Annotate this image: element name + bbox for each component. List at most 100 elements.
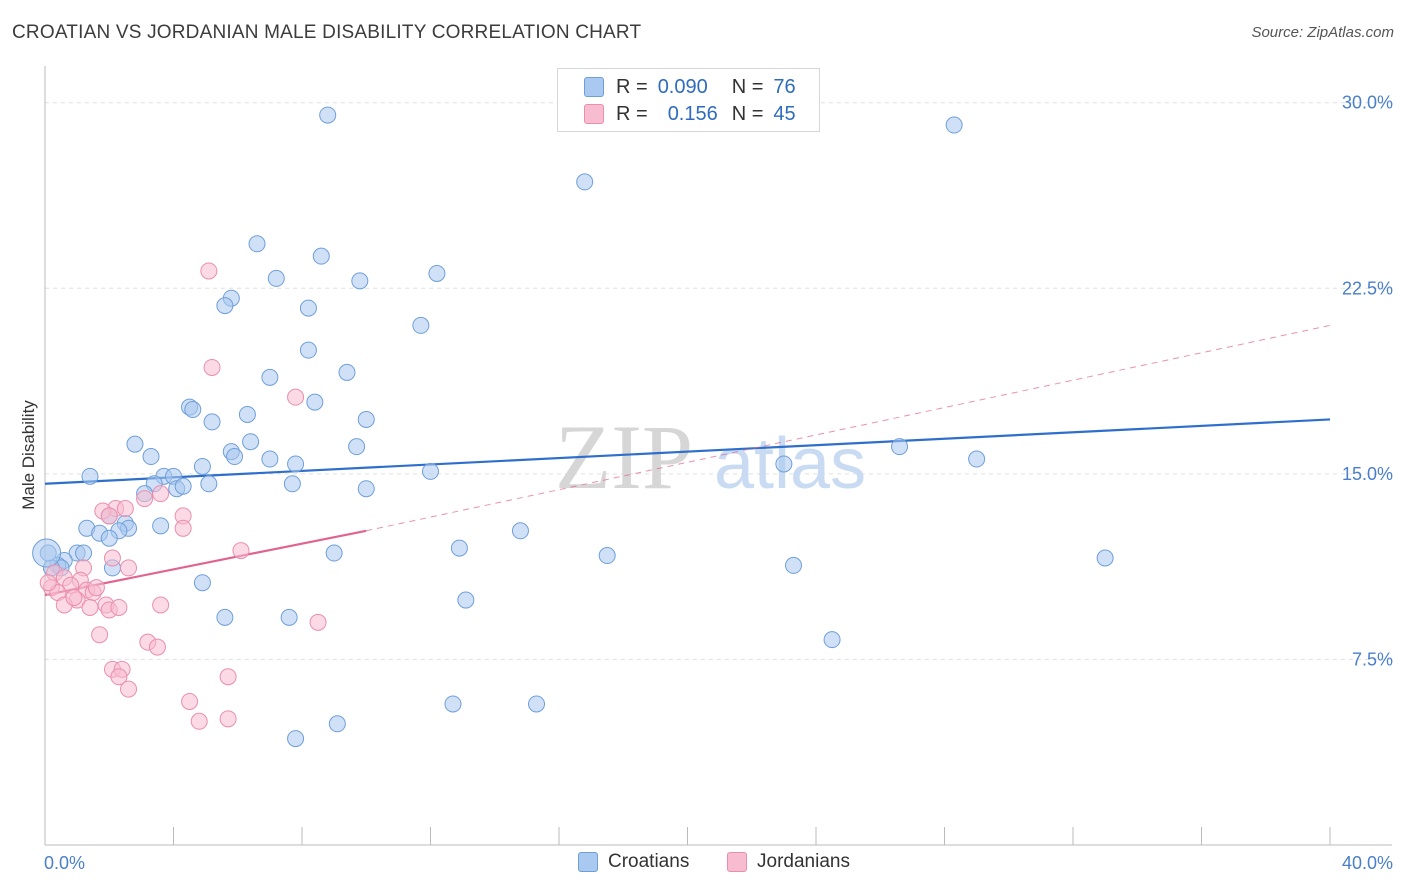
legend-n-value: 45 xyxy=(773,102,796,125)
croatian-point xyxy=(312,247,330,265)
croatian-point xyxy=(422,462,439,480)
legend-n-label: N = xyxy=(731,102,764,125)
croatian-point xyxy=(444,695,462,713)
croatian-point xyxy=(823,631,841,649)
blue-swatch-icon xyxy=(578,852,598,872)
croatian-point xyxy=(174,477,192,495)
croatian-point xyxy=(142,448,160,466)
source-label: Source: ZipAtlas.com xyxy=(1251,24,1394,41)
x-tick-label: 40.0% xyxy=(1342,853,1393,873)
jordanian-point xyxy=(100,507,118,525)
jordanian-point xyxy=(91,626,109,644)
croatian-point xyxy=(126,435,144,453)
croatian-point xyxy=(348,438,366,456)
legend-n-value: 76 xyxy=(773,75,796,98)
croatian-point xyxy=(412,316,430,334)
chart-title: CROATIAN VS JORDANIAN MALE DISABILITY CO… xyxy=(12,22,642,43)
jordanian-point xyxy=(148,638,166,656)
correlation-legend: R = 0.090 N = 76 R = 0.156 N = 45 xyxy=(557,68,820,132)
croatian-point xyxy=(267,269,285,287)
jordanian-point xyxy=(287,388,305,406)
jordanian-point xyxy=(152,596,170,614)
croatian-point xyxy=(325,544,343,562)
jordanian-point xyxy=(219,668,237,686)
blue-swatch-icon xyxy=(584,77,604,97)
jordanian-point xyxy=(116,500,134,518)
croatian-point xyxy=(193,574,211,592)
legend-r-value: 0.156 xyxy=(667,102,718,125)
croatian-point xyxy=(193,457,211,475)
jordanian-point xyxy=(39,574,57,592)
croatian-point xyxy=(299,299,317,317)
pink-swatch-icon xyxy=(584,104,604,124)
croatians-trend-line xyxy=(44,418,1331,485)
jordanians-points xyxy=(39,262,327,730)
bottom-legend-croatians: Croatians xyxy=(578,851,689,873)
jordanian-point xyxy=(65,589,83,607)
croatian-point xyxy=(968,450,986,468)
legend-r-value: 0.090 xyxy=(657,75,708,98)
jordanian-point xyxy=(87,579,105,597)
y-tick-label: 22.5% xyxy=(1342,278,1393,298)
croatian-point xyxy=(261,450,279,468)
croatian-point xyxy=(511,522,529,540)
croatian-point xyxy=(248,235,266,253)
jordanian-point xyxy=(136,490,154,508)
jordanian-point xyxy=(190,712,208,730)
croatian-point xyxy=(319,106,337,124)
jordanian-point xyxy=(81,598,99,616)
croatian-point xyxy=(287,455,305,473)
jordanian-point xyxy=(110,598,128,616)
croatian-point xyxy=(598,547,616,565)
legend-row-croatians: R = 0.090 N = 76 xyxy=(584,74,796,100)
croatian-point xyxy=(287,730,305,748)
croatian-point xyxy=(351,272,369,290)
croatian-point xyxy=(357,410,375,428)
jordanian-point xyxy=(120,680,138,698)
gridlines xyxy=(45,102,1392,660)
y-tick-label: 15.0% xyxy=(1342,464,1393,484)
bottom-legend-jordanians: Jordanians xyxy=(727,851,850,873)
legend-n-label: N = xyxy=(731,75,764,98)
croatian-point xyxy=(280,608,298,626)
croatian-point xyxy=(945,116,963,134)
legend-row-jordanians: R = 0.156 N = 45 xyxy=(584,101,796,127)
jordanian-point xyxy=(309,613,327,631)
croatian-point xyxy=(428,264,446,282)
axes xyxy=(44,66,1392,846)
croatian-point xyxy=(81,467,99,485)
croatian-point xyxy=(338,363,356,381)
jordanian-point xyxy=(232,542,250,560)
bottom-legend-croatians-label: Croatians xyxy=(608,851,690,872)
pink-swatch-icon xyxy=(727,852,747,872)
croatian-point xyxy=(216,297,234,315)
croatian-point xyxy=(32,538,62,568)
croatian-point xyxy=(238,405,256,423)
tick-labels: 7.5% 15.0% 22.5% 30.0% 0.0% 40.0% xyxy=(44,93,1393,873)
croatian-point xyxy=(576,173,594,191)
croatian-point xyxy=(242,433,260,451)
croatian-point xyxy=(891,438,909,456)
croatian-point xyxy=(299,341,317,359)
croatian-point xyxy=(200,475,218,493)
croatian-point xyxy=(152,517,170,535)
jordanian-point xyxy=(200,262,218,280)
croatian-point xyxy=(775,455,793,473)
jordanian-point xyxy=(219,710,237,728)
croatian-point xyxy=(203,413,221,431)
jordanian-point xyxy=(110,668,128,686)
jordanian-point xyxy=(181,692,199,710)
jordanian-point xyxy=(174,519,192,537)
croatian-point xyxy=(306,393,324,411)
croatian-point xyxy=(450,539,468,557)
jordanian-point xyxy=(120,559,138,577)
bottom-legend-jordanians-label: Jordanians xyxy=(757,851,850,872)
y-tick-label: 30.0% xyxy=(1342,93,1393,113)
croatian-point xyxy=(328,715,346,733)
croatian-point xyxy=(75,544,93,562)
croatian-point xyxy=(226,448,244,466)
croatian-point xyxy=(283,475,301,493)
y-tick-label: 7.5% xyxy=(1352,649,1393,669)
jordanian-point xyxy=(103,549,121,567)
jordanian-point xyxy=(152,485,170,503)
